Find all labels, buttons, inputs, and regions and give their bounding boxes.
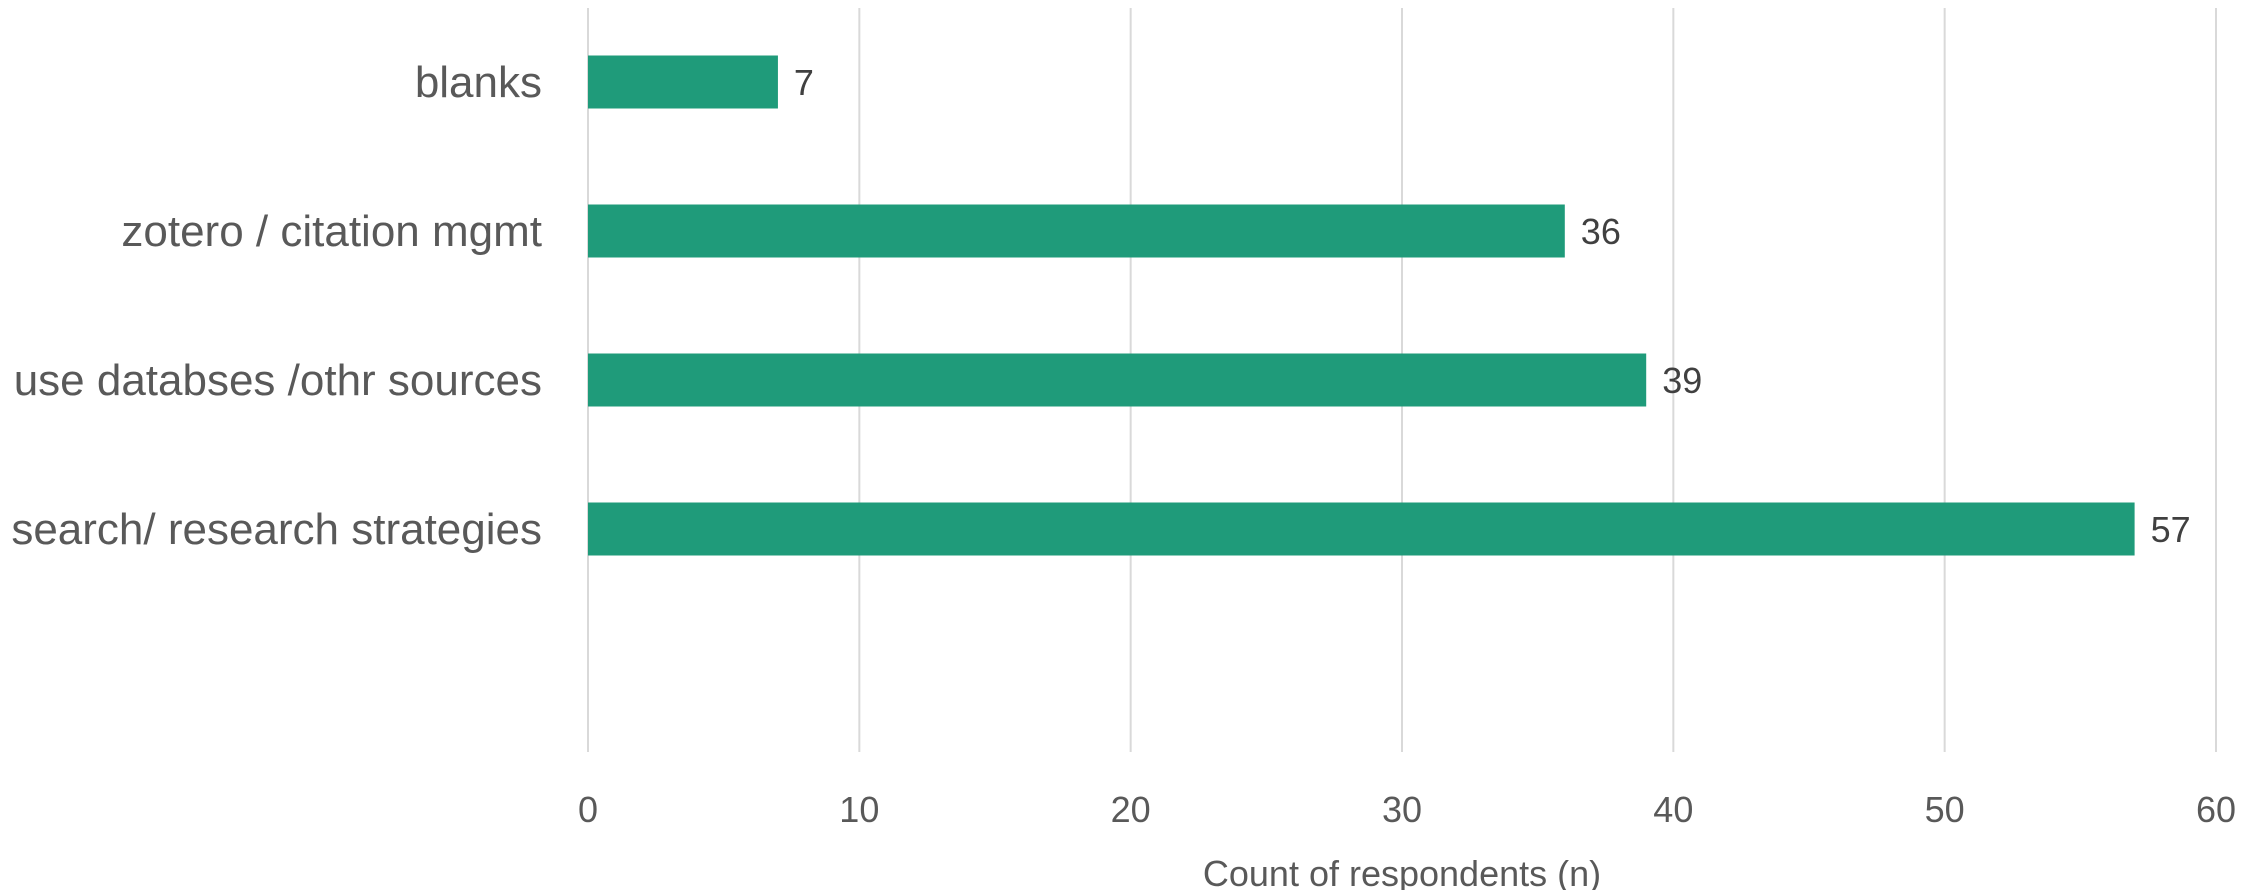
data-label-search-research-strategies: 57 xyxy=(2151,509,2191,550)
data-label-zotero-citation-mgmt: 36 xyxy=(1581,211,1621,252)
data-label-use-databses-othr-sources: 39 xyxy=(1662,360,1702,401)
data-labels: 7 36 39 57 xyxy=(794,62,2191,550)
x-tick-label-50: 50 xyxy=(1925,789,1965,830)
x-tick-label-60: 60 xyxy=(2196,789,2236,830)
x-tick-label-30: 30 xyxy=(1382,789,1422,830)
x-axis-title: Count of respondents (n) xyxy=(1203,853,1601,890)
x-tick-label-20: 20 xyxy=(1111,789,1151,830)
category-labels: blanks zotero / citation mgmt use databses… xyxy=(11,58,542,554)
category-label-blanks: blanks xyxy=(415,58,542,107)
x-tick-label-40: 40 xyxy=(1653,789,1693,830)
x-tick-label-0: 0 xyxy=(578,789,598,830)
bar-search-research-strategies xyxy=(588,503,2135,556)
bar-zotero-citation-mgmt xyxy=(588,205,1565,258)
x-tick-label-10: 10 xyxy=(839,789,879,830)
bar-use-databses-othr-sources xyxy=(588,354,1646,407)
data-label-blanks: 7 xyxy=(794,62,814,103)
category-label-use-databses-othr-sources: use databses /othr sources xyxy=(14,356,542,405)
category-label-zotero-citation-mgmt: zotero / citation mgmt xyxy=(121,207,542,256)
category-label-search-research-strategies: search/ research strategies xyxy=(11,505,542,554)
bars xyxy=(588,56,2135,556)
x-axis-tick-labels: 0 10 20 30 40 50 60 xyxy=(578,789,2236,830)
bar-blanks xyxy=(588,56,778,109)
